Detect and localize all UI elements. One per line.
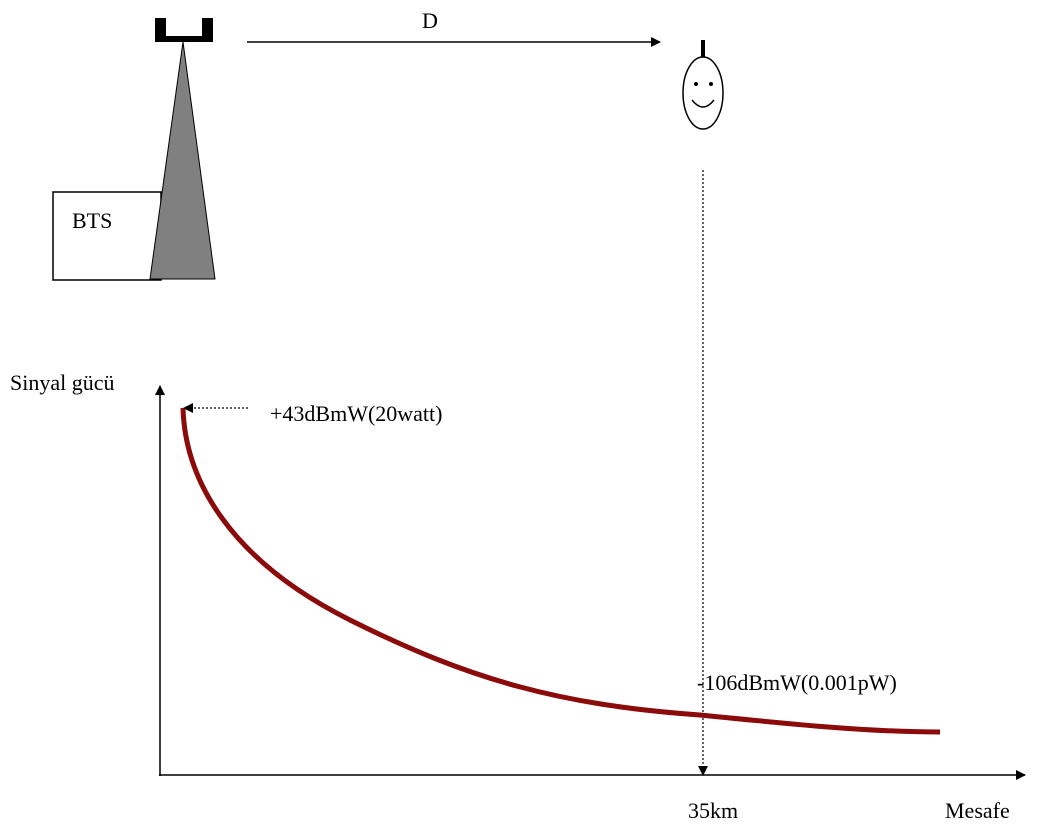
distance-label: D [422, 8, 438, 33]
range-label: 35km [688, 798, 738, 823]
start-power-label: +43dBmW(20watt) [270, 401, 443, 426]
eye [709, 82, 713, 86]
signal-curve [180, 407, 941, 735]
antenna [155, 18, 213, 42]
y-axis-label: Sinyal gücü [10, 370, 115, 395]
phone [682, 56, 724, 130]
x-axis-label: Mesafe [945, 798, 1010, 823]
end-power-label: -106dBmW(0.001pW) [697, 670, 897, 695]
tower [149, 41, 216, 280]
eye [694, 82, 698, 86]
bts-box [52, 191, 162, 281]
bts-label: BTS [72, 208, 112, 233]
smile [691, 99, 715, 108]
